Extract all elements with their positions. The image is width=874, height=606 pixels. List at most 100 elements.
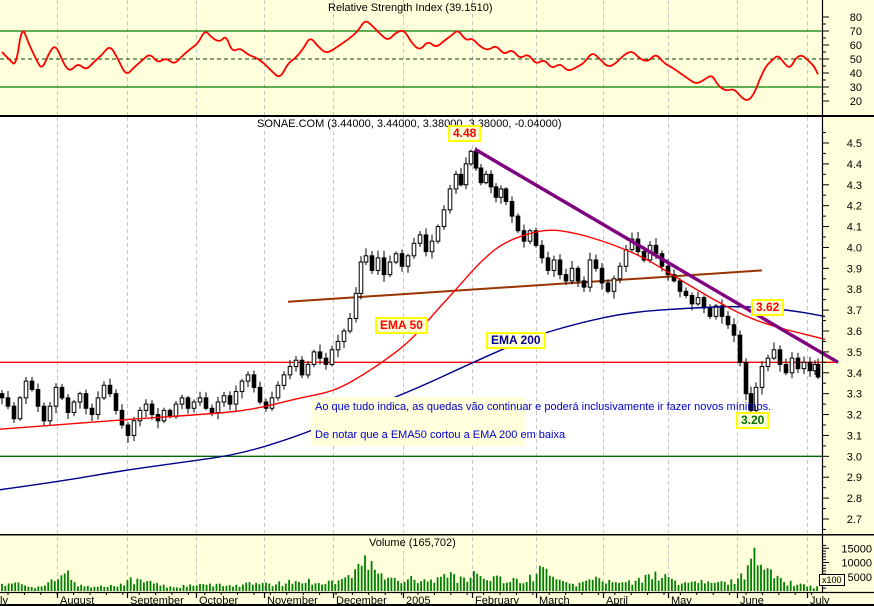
- candle-body: [125, 424, 131, 436]
- volume-bar: [400, 583, 403, 591]
- volume-bar: [159, 585, 162, 591]
- volume-bar: [44, 585, 46, 591]
- month-label: June: [740, 595, 764, 606]
- volume-bar: [449, 572, 452, 591]
- candle-body: [5, 397, 11, 407]
- volume-bar: [720, 581, 723, 591]
- volume-bar: [486, 580, 488, 591]
- candle-body: [569, 267, 575, 282]
- ema200-label[interactable]: EMA 200: [486, 332, 546, 349]
- volume-bar: [654, 571, 657, 591]
- peak-price-annotation[interactable]: 4.48: [448, 125, 482, 142]
- volume-bar: [407, 579, 409, 591]
- volume-bar: [152, 583, 155, 591]
- price-tick-label: 4.4: [847, 159, 862, 171]
- volume-bar: [618, 582, 620, 591]
- volume-bar: [700, 579, 703, 591]
- price-tick-label: 3.4: [847, 368, 862, 380]
- volume-bar: [383, 579, 386, 591]
- volume-bar: [641, 582, 644, 591]
- volume-bar: [271, 586, 274, 591]
- volume-bar: [667, 577, 670, 591]
- volume-bar: [473, 571, 475, 591]
- candle-body: [551, 259, 557, 271]
- candle-body: [119, 409, 125, 426]
- candle-body: [783, 363, 789, 374]
- volume-bar: [416, 583, 419, 591]
- candle-body: [131, 420, 137, 436]
- candle-body: [41, 405, 47, 422]
- volume-bar: [255, 582, 257, 591]
- candle-body: [275, 384, 281, 399]
- volume-bar: [7, 583, 10, 591]
- analyst-note[interactable]: Ao que tudo indica, as quedas vão contin…: [311, 397, 771, 446]
- candle-body: [353, 292, 359, 319]
- volume-bar: [24, 585, 26, 591]
- volume-bar: [232, 586, 234, 591]
- volume-bar: [651, 579, 653, 591]
- volume-bar: [628, 580, 630, 591]
- uptrend-trendline: [287, 269, 763, 303]
- candle-body: [429, 240, 435, 253]
- volume-bar: [687, 582, 690, 591]
- ema50-label[interactable]: EMA 50: [375, 317, 428, 334]
- volume-bar: [278, 581, 281, 591]
- volume-bar: [506, 582, 508, 591]
- volume-bar: [53, 581, 56, 591]
- volume-bar: [172, 587, 175, 591]
- candlestick-series: [0, 147, 821, 443]
- price-tick-label: 3.3: [847, 389, 862, 401]
- volume-bar: [588, 579, 591, 591]
- volume-bar: [657, 580, 660, 591]
- volume-bar: [799, 583, 802, 591]
- rsi-panel-title: Relative Strength Index (39.1510): [328, 2, 493, 14]
- price-tick-label: 3.8: [847, 284, 862, 296]
- volume-bar: [664, 574, 667, 591]
- volume-bar: [492, 576, 495, 591]
- volume-bar: [199, 583, 201, 591]
- volume-bar: [380, 573, 383, 591]
- volume-bar: [364, 555, 366, 591]
- candle-body: [167, 409, 173, 418]
- volume-bar: [647, 574, 650, 591]
- candle-body: [35, 388, 41, 407]
- volume-bar: [176, 587, 178, 591]
- candle-body: [221, 395, 227, 403]
- candle-body: [453, 173, 459, 190]
- volume-bar: [621, 582, 624, 591]
- candle-body: [719, 305, 725, 317]
- candle-body: [191, 401, 197, 409]
- ema-cross-price-annotation[interactable]: 3.62: [751, 299, 785, 316]
- candle-body: [381, 257, 387, 276]
- volume-bar: [766, 568, 769, 591]
- candle-body: [393, 253, 399, 263]
- candle-body: [101, 384, 107, 399]
- volume-bar: [684, 582, 686, 591]
- candle-body: [641, 251, 647, 261]
- candle-body: [435, 226, 441, 242]
- volume-bar: [354, 569, 356, 591]
- volume-bar: [793, 586, 795, 591]
- candle-body: [329, 349, 335, 365]
- volume-tick-label: 15000: [841, 543, 872, 555]
- price-tick-label: 4.0: [847, 242, 862, 254]
- volume-bar: [149, 580, 152, 591]
- ema50-line: [0, 229, 826, 430]
- volume-bar: [63, 573, 66, 591]
- candle-body: [748, 393, 754, 411]
- month-label: December: [336, 595, 387, 606]
- volume-bar: [634, 580, 637, 591]
- volume-bar: [360, 565, 363, 591]
- volume-bar: [327, 580, 330, 591]
- candle-body: [683, 290, 689, 296]
- volume-bar: [238, 586, 241, 591]
- volume-bar: [298, 581, 300, 591]
- volume-bar: [575, 586, 578, 591]
- candle-body: [137, 409, 143, 422]
- low-price-annotation[interactable]: 3.20: [736, 412, 770, 429]
- volume-bar: [779, 577, 782, 591]
- volume-bar: [690, 581, 693, 591]
- candle-body: [493, 186, 499, 198]
- volume-bar: [119, 583, 122, 591]
